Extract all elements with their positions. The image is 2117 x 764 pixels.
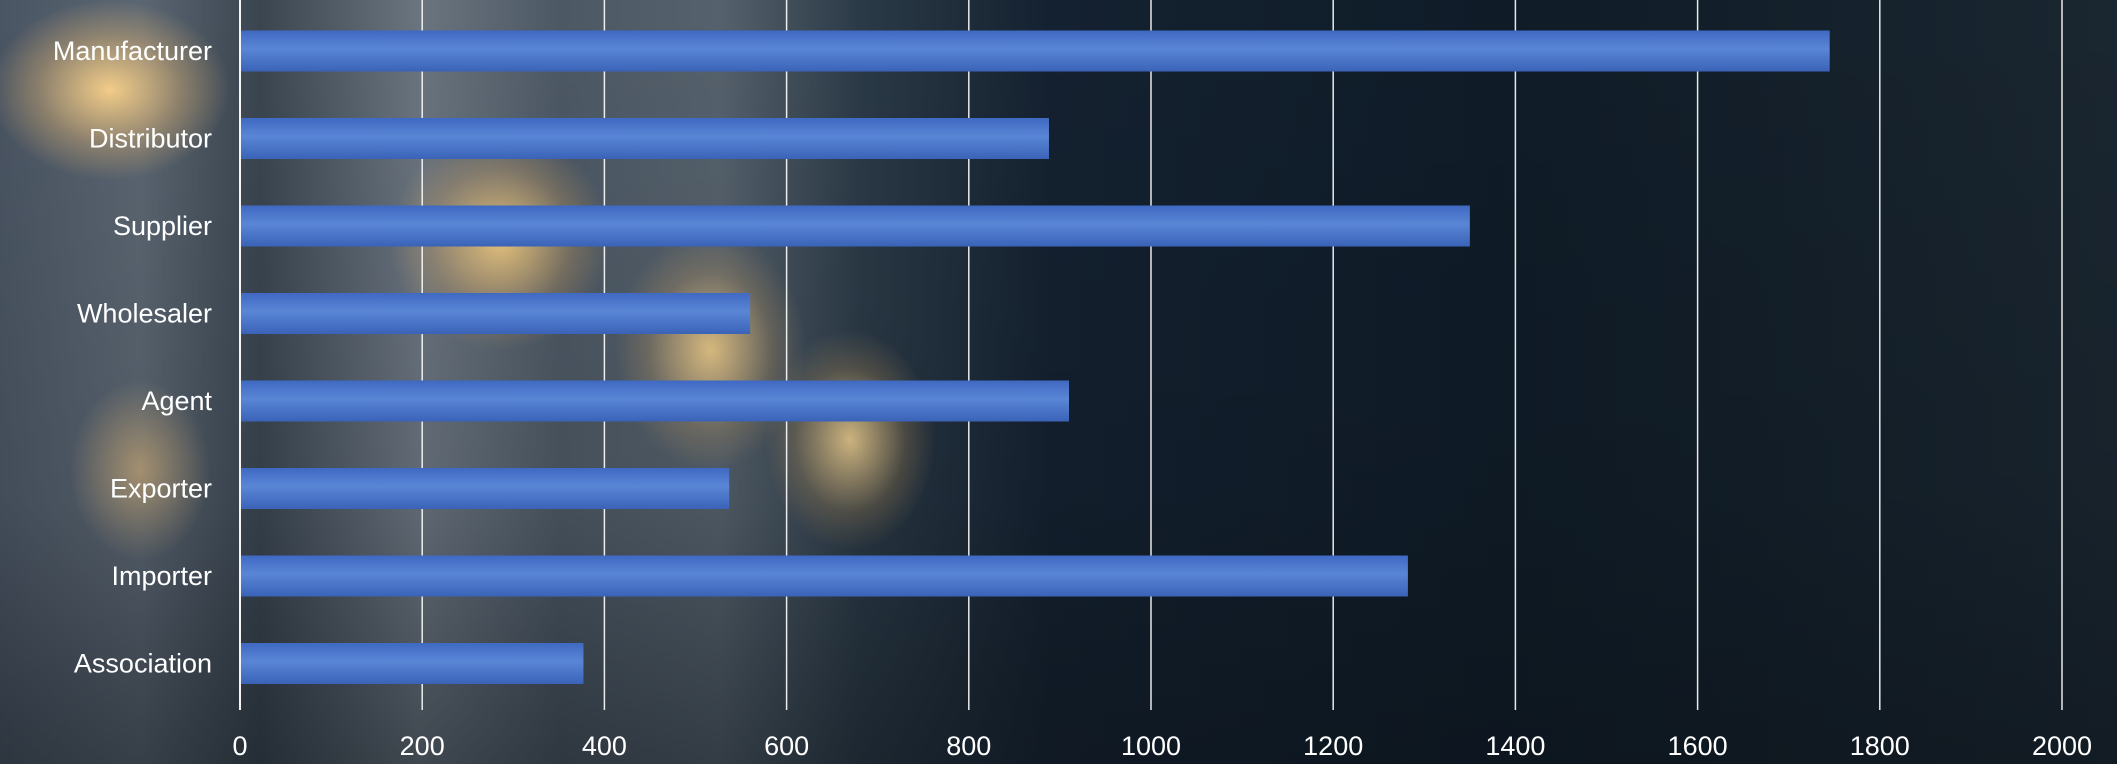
category-label: Manufacturer	[53, 36, 212, 66]
x-tick-label: 1800	[1850, 731, 1910, 761]
bar-agent	[241, 380, 1070, 422]
bar-distributor	[241, 118, 1049, 159]
x-tick-label: 1000	[1121, 731, 1181, 761]
x-tick-label: 1400	[1485, 731, 1545, 761]
gridlines	[421, 0, 2063, 710]
category-label: Distributor	[89, 124, 212, 154]
category-label: Exporter	[110, 474, 212, 504]
x-tick-label: 600	[764, 731, 809, 761]
x-tick-label: 400	[582, 731, 627, 761]
x-tick-label: 1600	[1668, 731, 1728, 761]
bar-manufacturer	[241, 30, 1830, 72]
category-label: Association	[74, 649, 212, 679]
bar-wholesaler	[241, 293, 751, 334]
x-tick-label: 200	[400, 731, 445, 761]
bar-importer	[241, 555, 1408, 597]
category-label: Supplier	[113, 211, 212, 241]
x-tick-label: 1200	[1303, 731, 1363, 761]
bars	[241, 30, 1830, 684]
category-label: Agent	[141, 386, 212, 416]
bar-association	[241, 643, 584, 684]
bar-exporter	[241, 468, 730, 509]
x-tick-labels: 0 200 400 600 800 1000 1200 1400 1600 1800 2000	[232, 731, 2092, 761]
category-label: Wholesaler	[77, 299, 212, 329]
x-tick-label: 800	[946, 731, 991, 761]
category-label: Importer	[111, 561, 212, 591]
x-tick-label: 2000	[2032, 731, 2092, 761]
category-labels: Manufacturer Distributor Supplier Wholesale…	[53, 36, 213, 679]
bar-supplier	[241, 205, 1470, 247]
x-tick-label: 0	[232, 731, 247, 761]
